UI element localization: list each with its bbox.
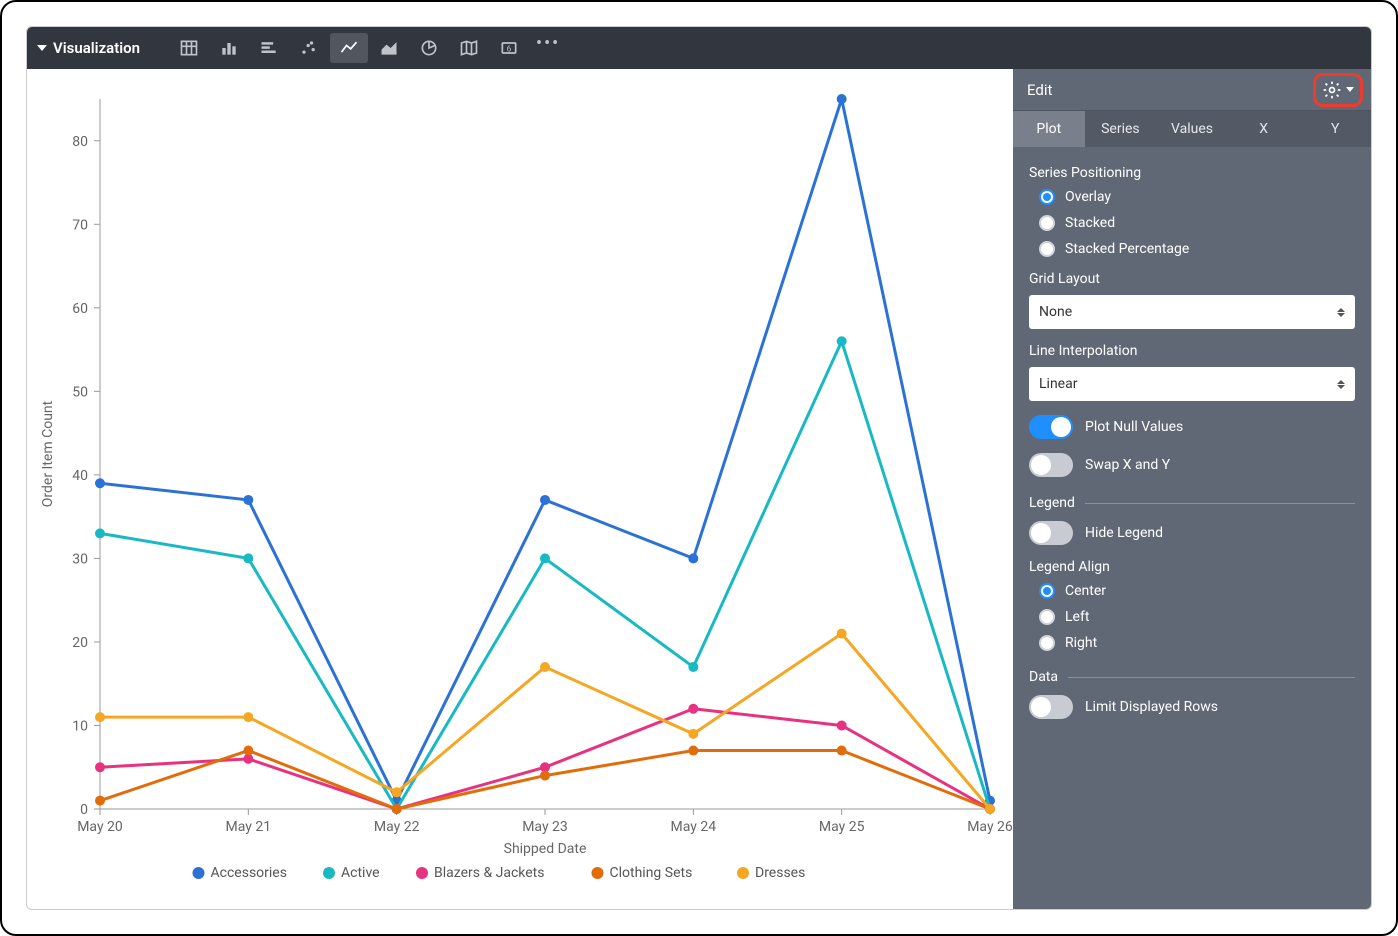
radio-icon	[1039, 583, 1055, 599]
hide-legend-label: Hide Legend	[1085, 525, 1163, 541]
svg-text:20: 20	[72, 635, 88, 651]
series-positioning-option-option-label: Overlay	[1065, 189, 1111, 205]
line-chart: 0 10 20 30 40 50 60 70 80 May 20 May 21 May 22 May 2…	[27, 69, 1013, 909]
line-interpolation-value: Linear	[1039, 376, 1077, 392]
svg-text:May 26: May 26	[967, 819, 1013, 835]
edit-panel-body: Series Positioning Overlay Stacked Stacked…	[1013, 147, 1371, 909]
area-chart-icon[interactable]	[370, 33, 408, 63]
visualization-toolbar: Visualization 6 •••	[27, 27, 1371, 69]
legend-align-option-center[interactable]: Center	[1039, 583, 1355, 599]
svg-text:Accessories: Accessories	[211, 865, 287, 881]
edit-panel-title: Edit	[1027, 81, 1052, 99]
more-vis-types-icon[interactable]: •••	[530, 33, 566, 63]
grid-layout-select[interactable]: None	[1029, 295, 1355, 329]
svg-text:Shipped Date: Shipped Date	[504, 841, 587, 857]
table-icon[interactable]	[170, 33, 208, 63]
tab-y[interactable]: Y	[1299, 111, 1371, 147]
series-positioning-option-option-label: Stacked	[1065, 215, 1115, 231]
bar-chart-icon[interactable]	[250, 33, 288, 63]
line-chart-icon[interactable]	[330, 33, 368, 63]
series-positioning-option-option-label: Stacked Percentage	[1065, 241, 1189, 257]
svg-text:May 20: May 20	[77, 819, 123, 835]
legend-align-option-option-label: Left	[1065, 609, 1089, 625]
radio-icon	[1039, 215, 1055, 231]
grid-layout-value: None	[1039, 304, 1072, 320]
edit-panel: Edit PlotSeriesValuesXY Series Positioni…	[1013, 69, 1371, 909]
svg-text:May 21: May 21	[226, 819, 272, 835]
svg-text:0: 0	[80, 802, 88, 818]
limit-rows-toggle[interactable]	[1029, 695, 1073, 719]
caret-down-icon	[1346, 87, 1354, 92]
radio-icon	[1039, 241, 1055, 257]
radio-icon	[1039, 189, 1055, 205]
settings-menu-button[interactable]	[1313, 73, 1363, 107]
data-section-header: Data	[1029, 669, 1355, 685]
gear-icon	[1322, 80, 1342, 100]
data-section-label: Data	[1029, 669, 1058, 685]
scatter-icon[interactable]	[290, 33, 328, 63]
svg-text:60: 60	[72, 301, 88, 317]
svg-text:Active: Active	[341, 865, 380, 881]
legend-align-group: Center Left Right	[1039, 583, 1355, 651]
legend-align-option-option-label: Right	[1065, 635, 1097, 651]
limit-rows-label: Limit Displayed Rows	[1085, 699, 1218, 715]
legend-section-header: Legend	[1029, 495, 1355, 511]
svg-text:Blazers & Jackets: Blazers & Jackets	[434, 865, 544, 881]
swap-xy-toggle[interactable]	[1029, 453, 1073, 477]
inner-frame: Visualization 6 ••• 0 10 20 30 40 50 60 70 80 May…	[26, 26, 1372, 910]
visualization-title-label: Visualization	[53, 39, 140, 57]
map-icon[interactable]	[450, 33, 488, 63]
svg-text:80: 80	[72, 134, 88, 150]
hide-legend-toggle[interactable]	[1029, 521, 1073, 545]
edit-tabs: PlotSeriesValuesXY	[1013, 111, 1371, 147]
single-value-icon[interactable]: 6	[490, 33, 528, 63]
svg-text:6: 6	[507, 44, 512, 54]
legend-align-option-option-label: Center	[1065, 583, 1106, 599]
svg-text:40: 40	[72, 468, 88, 484]
tab-values[interactable]: Values	[1156, 111, 1228, 147]
series-positioning-option-overlay[interactable]: Overlay	[1039, 189, 1355, 205]
svg-text:50: 50	[72, 384, 88, 400]
column-chart-icon[interactable]	[210, 33, 248, 63]
svg-text:May 24: May 24	[671, 819, 717, 835]
tab-x[interactable]: X	[1228, 111, 1300, 147]
line-interpolation-select[interactable]: Linear	[1029, 367, 1355, 401]
series-positioning-label: Series Positioning	[1029, 165, 1355, 181]
series-positioning-option-stacked[interactable]: Stacked	[1039, 215, 1355, 231]
svg-text:70: 70	[72, 217, 88, 233]
swap-xy-label: Swap X and Y	[1085, 457, 1170, 473]
legend-align-option-right[interactable]: Right	[1039, 635, 1355, 651]
series-positioning-group: Overlay Stacked Stacked Percentage	[1039, 189, 1355, 257]
svg-text:May 23: May 23	[522, 819, 568, 835]
svg-text:May 22: May 22	[374, 819, 420, 835]
visualization-type-icons: 6 •••	[170, 33, 566, 63]
select-arrows-icon	[1337, 308, 1345, 317]
svg-text:May 25: May 25	[819, 819, 865, 835]
svg-text:30: 30	[72, 551, 88, 567]
legend-section-label: Legend	[1029, 495, 1075, 511]
svg-text:Order Item Count: Order Item Count	[40, 400, 56, 507]
pie-chart-icon[interactable]	[410, 33, 448, 63]
caret-down-icon	[37, 45, 47, 51]
plot-null-toggle[interactable]	[1029, 415, 1073, 439]
radio-icon	[1039, 609, 1055, 625]
visualization-title[interactable]: Visualization	[37, 39, 140, 57]
legend-align-label: Legend Align	[1029, 559, 1355, 575]
series-positioning-option-stacked-percentage[interactable]: Stacked Percentage	[1039, 241, 1355, 257]
grid-layout-label: Grid Layout	[1029, 271, 1355, 287]
edit-panel-header: Edit	[1013, 69, 1371, 111]
plot-null-label: Plot Null Values	[1085, 419, 1183, 435]
line-interpolation-label: Line Interpolation	[1029, 343, 1355, 359]
tab-plot[interactable]: Plot	[1013, 111, 1085, 147]
chart-area: 0 10 20 30 40 50 60 70 80 May 20 May 21 May 22 May 2…	[27, 69, 1013, 909]
svg-text:10: 10	[72, 718, 88, 734]
radio-icon	[1039, 635, 1055, 651]
select-arrows-icon	[1337, 380, 1345, 389]
svg-text:Clothing Sets: Clothing Sets	[610, 865, 693, 881]
body: 0 10 20 30 40 50 60 70 80 May 20 May 21 May 22 May 2…	[27, 69, 1371, 909]
app-frame: Visualization 6 ••• 0 10 20 30 40 50 60 70 80 May…	[0, 0, 1398, 936]
legend-align-option-left[interactable]: Left	[1039, 609, 1355, 625]
svg-text:Dresses: Dresses	[755, 865, 805, 881]
tab-series[interactable]: Series	[1085, 111, 1157, 147]
